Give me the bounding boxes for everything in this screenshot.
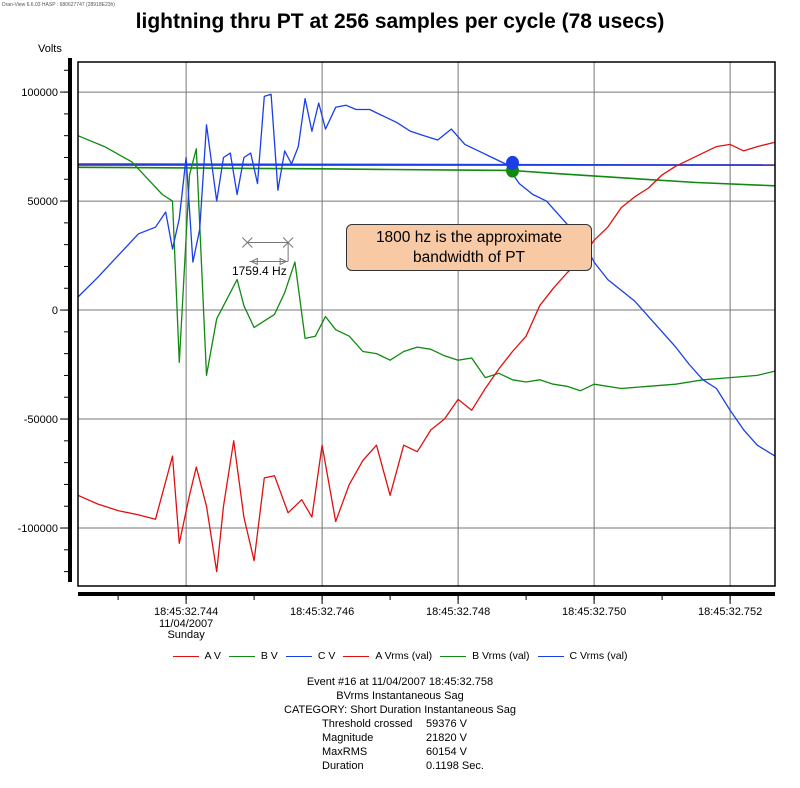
legend-item-a-vrms[interactable]: A Vrms (val) xyxy=(343,650,432,662)
event-row-magnitude: Magnitude 21820 V xyxy=(322,731,800,745)
marker-layer xyxy=(506,155,520,178)
y-axis: 100000 50000 0 -50000 -100000 xyxy=(18,58,72,582)
y-tick-label: -100000 xyxy=(18,523,58,535)
event-value: 59376 V xyxy=(426,718,467,730)
grid-lines xyxy=(78,62,775,586)
x-tick-label: 18:45:32.752 xyxy=(698,606,762,618)
x-tick-label: 18:45:32.746 xyxy=(290,606,354,618)
annotation-line-1: 1800 hz is the approximate xyxy=(375,229,563,246)
y-tick-label: 100000 xyxy=(21,87,58,99)
frequency-cursor-label: 1759.4 Hz xyxy=(232,264,287,278)
event-key: Magnitude xyxy=(322,732,374,744)
event-summary: Event #16 at 11/04/2007 18:45:32.758 BVr… xyxy=(0,675,800,773)
legend-swatch xyxy=(343,655,370,657)
event-row-maxrms: MaxRMS 60154 V xyxy=(322,745,800,759)
legend-label: C Vrms (val) xyxy=(569,650,628,662)
series-b-v xyxy=(77,135,776,392)
y-tick-label: -50000 xyxy=(24,414,58,426)
annotation-callout: 1800 hz is the approximate bandwidth of … xyxy=(346,224,592,271)
x-tick-label: 18:45:32.748 xyxy=(426,606,490,618)
waveform-chart: Volts 100000 50000 0 -50000 -100000 18:45:32… xyxy=(18,43,776,641)
legend-swatch xyxy=(440,655,467,657)
legend-item-b-vrms[interactable]: B Vrms (val) xyxy=(440,650,530,662)
chart-title: lightning thru PT at 256 samples per cyc… xyxy=(135,10,665,33)
series-c-v xyxy=(77,93,776,457)
cursor-x-mark-icon xyxy=(241,237,253,248)
legend-item-c-v[interactable]: C V xyxy=(285,650,336,662)
event-key: Threshold crossed xyxy=(322,718,413,730)
legend-label: B Vrms (val) xyxy=(472,650,530,662)
y-tick-label: 50000 xyxy=(27,196,58,208)
event-category: CATEGORY: Short Duration Instantaneous S… xyxy=(284,704,516,716)
y-tick-label: 0 xyxy=(52,305,58,317)
legend-swatch xyxy=(172,655,199,657)
cursor-right-arrow-icon xyxy=(279,257,288,266)
chart-legend: A V B V C V A Vrms (val) B Vrms (val) C … xyxy=(0,650,800,662)
legend-label: C V xyxy=(317,650,336,662)
legend-item-c-vrms[interactable]: C Vrms (val) xyxy=(537,650,628,662)
series-c-vrms-val xyxy=(77,163,776,166)
cursor-left-arrow-icon xyxy=(250,257,258,266)
event-row-duration: Duration 0.1198 Sec. xyxy=(322,759,800,773)
y-axis-label: Volts xyxy=(38,43,62,55)
legend-item-a-v[interactable]: A V xyxy=(172,650,221,662)
x-tick-sublabel: Sunday xyxy=(167,629,205,641)
legend-swatch xyxy=(537,655,564,657)
app-version-watermark: Dran-View 6.6.03 HASP : 680627747 (28918… xyxy=(2,2,115,8)
rms-event-marker xyxy=(506,155,520,170)
event-value: 60154 V xyxy=(426,746,467,758)
event-key: Duration xyxy=(322,760,364,772)
legend-item-b-v[interactable]: B V xyxy=(228,650,278,662)
legend-label: B V xyxy=(260,650,278,662)
x-tick-label: 18:45:32.750 xyxy=(562,606,626,618)
series-a-v xyxy=(77,141,776,573)
series-layer xyxy=(77,93,776,573)
event-header: Event #16 at 11/04/2007 18:45:32.758 xyxy=(306,676,494,688)
x-tick-label: 18:45:32.744 xyxy=(154,606,218,618)
series-b-vrms-val xyxy=(77,166,776,187)
legend-label: A V xyxy=(204,650,221,662)
x-axis: 18:45:32.744 18:45:32.746 18:45:32.748 18:4… xyxy=(78,592,775,641)
legend-swatch xyxy=(285,655,312,657)
frequency-cursor[interactable] xyxy=(241,237,294,266)
x-tick-sublabel: 11/04/2007 xyxy=(159,618,213,630)
annotation-line-2: bandwidth of PT xyxy=(412,249,525,266)
event-type: BVrms Instantaneous Sag xyxy=(336,690,464,702)
plot-frame xyxy=(77,61,776,587)
event-value: 0.1198 Sec. xyxy=(426,760,484,772)
cursor-x-mark-icon xyxy=(282,237,294,248)
event-row-threshold: Threshold crossed 59376 V xyxy=(322,717,800,731)
event-key: MaxRMS xyxy=(322,746,368,758)
event-value: 21820 V xyxy=(426,732,467,744)
legend-swatch xyxy=(228,655,255,657)
legend-label: A Vrms (val) xyxy=(375,650,433,662)
